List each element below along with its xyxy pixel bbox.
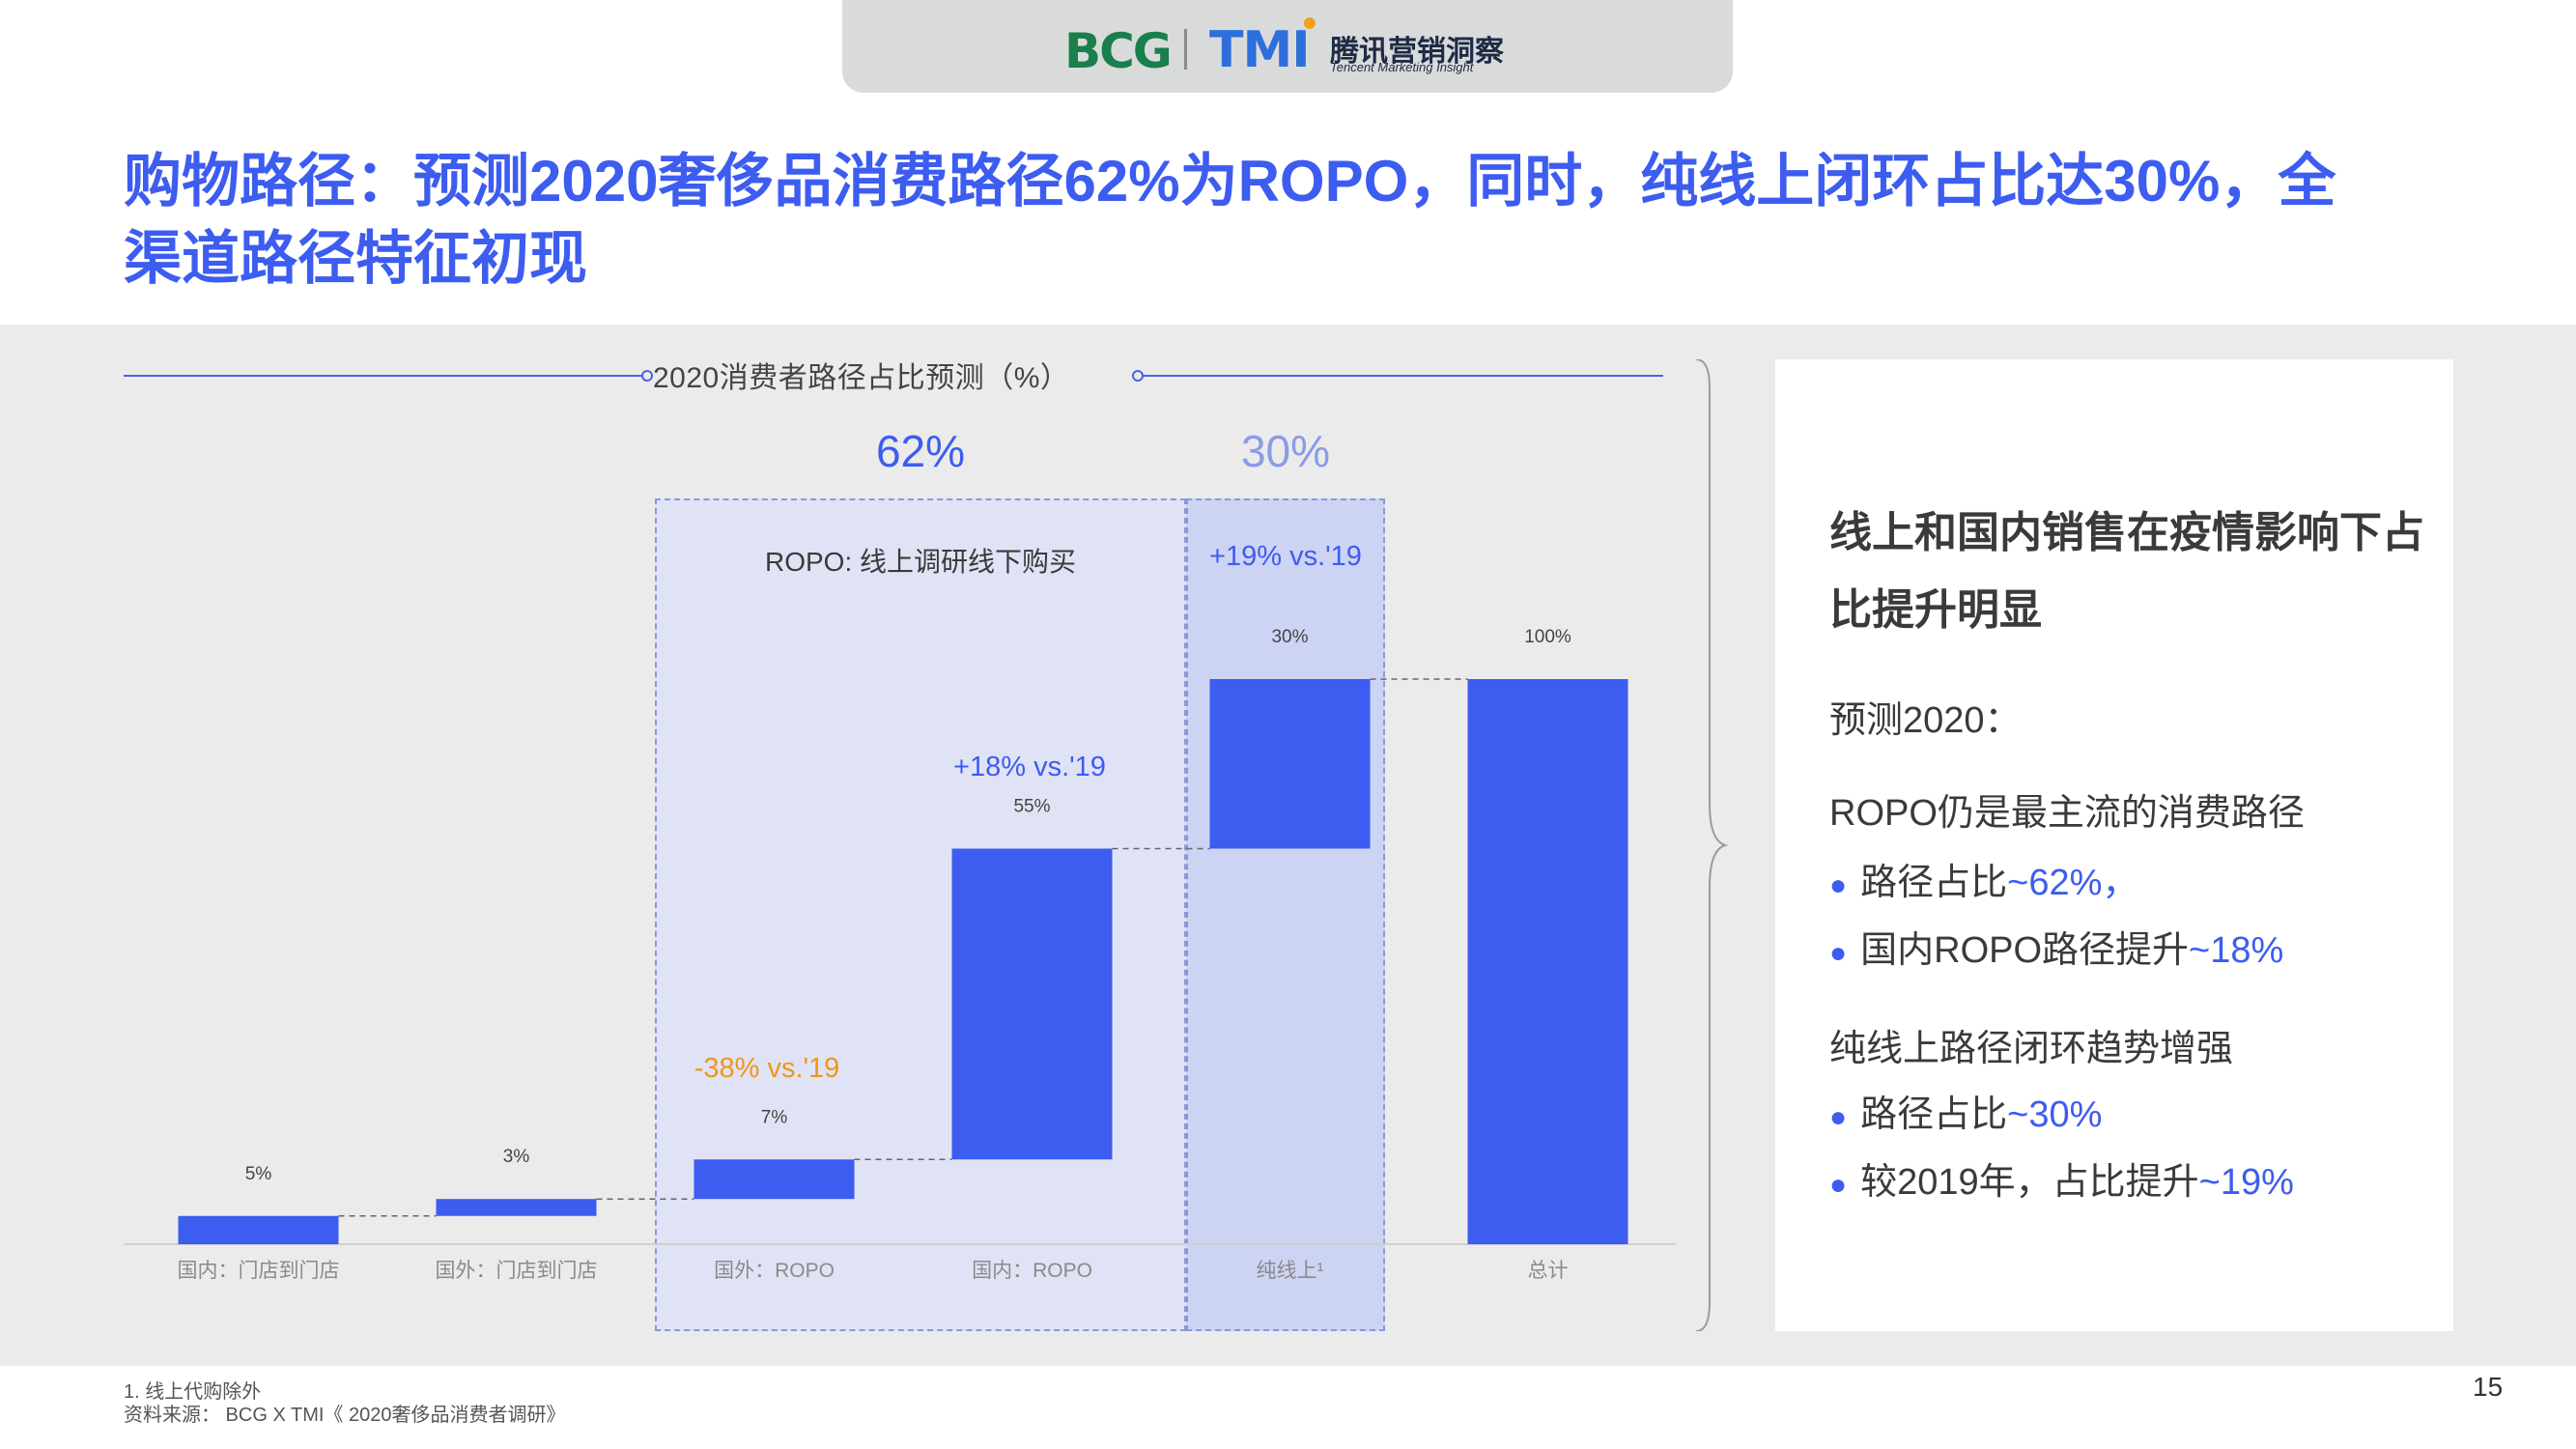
online-zone	[1186, 498, 1385, 1331]
page-title: 购物路径：预测2020奢侈品消费路径62%为ROPO，同时，纯线上闭环占比达30…	[124, 149, 2336, 291]
ropo-zone-label: ROPO: 线上调研线下购买	[764, 547, 1076, 577]
section1-bullet-1: ● 路径占比~62%，	[1829, 863, 2139, 903]
tmi-logo-dot-icon	[1304, 17, 1316, 29]
bullet-dot-icon: ●	[1829, 1101, 1848, 1133]
bar-4	[1209, 679, 1371, 849]
logo-divider	[1184, 29, 1187, 70]
forecast-label: 预测2020：	[1829, 700, 2022, 741]
bcg-logo: BCG	[1064, 23, 1173, 79]
bar-value-label: 3%	[503, 1147, 530, 1167]
category-label: 国外：ROPO	[714, 1260, 835, 1282]
tmi-logo-en: Tencent Marketing Insight	[1330, 60, 1474, 74]
bar-2	[694, 1159, 855, 1200]
category-label: 总计	[1528, 1260, 1569, 1282]
header-logo-bar: BCG TMI 腾讯营销洞察 Tencent Marketing Insight	[842, 0, 1733, 93]
section2-bullet-2: ● 较2019年，占比提升~19%	[1829, 1162, 2294, 1203]
footnote: 1. 线上代购除外	[124, 1381, 262, 1403]
section2-title: 纯线上路径闭环趋势增强	[1829, 1029, 2234, 1069]
bar-0	[178, 1215, 339, 1244]
online-change-annotation: +19% vs.'19	[1209, 541, 1362, 572]
bar-value-label: 100%	[1524, 627, 1571, 647]
category-label: 国内：门店到门店	[178, 1260, 340, 1282]
chart-title: 2020消费者路径占比预测（%）	[653, 362, 1070, 394]
section1-title: ROPO仍是最主流的消费路径	[1829, 793, 2305, 834]
insight-heading: 线上和国内销售在疫情影响下占比提升明显	[1829, 509, 2424, 634]
bar-value-label: 30%	[1271, 627, 1308, 647]
bullet-dot-icon: ●	[1829, 937, 1848, 969]
chart-title-rule-left	[124, 375, 649, 377]
domestic-ropo-change-annotation: +18% vs.'19	[953, 752, 1106, 782]
source-note: 资料来源： BCG X TMI《 2020奢侈品消费者调研》	[124, 1405, 566, 1426]
tmi-logo: TMI	[1209, 21, 1311, 79]
chart-title-rule-left-dot	[641, 370, 653, 382]
bar-1	[436, 1199, 597, 1216]
bar-3	[951, 848, 1113, 1160]
bar-5	[1467, 679, 1628, 1244]
insight-panel: 线上和国内销售在疫情影响下占比提升明显 预测2020： ROPO仍是最主流的消费…	[1775, 359, 2453, 1331]
category-label: 纯线上¹	[1257, 1260, 1324, 1282]
ropo-share-value: 62%	[875, 426, 966, 476]
category-label: 国外：门店到门店	[436, 1260, 598, 1282]
section2-bullet-1: ● 路径占比~30%	[1829, 1094, 2103, 1135]
overseas-ropo-change-annotation: -38% vs.'19	[694, 1053, 840, 1084]
bullet-dot-icon: ●	[1829, 869, 1848, 901]
bullet-dot-icon: ●	[1829, 1169, 1848, 1201]
brace-connector	[1695, 359, 1729, 1331]
bar-value-label: 7%	[761, 1107, 788, 1127]
chart-title-rule-right	[1142, 375, 1663, 377]
bar-value-label: 55%	[1013, 797, 1050, 817]
bar-value-label: 5%	[245, 1164, 272, 1184]
tmi-logo-cn: 腾讯营销洞察	[1330, 36, 1504, 68]
online-share-value: 30%	[1240, 426, 1331, 476]
section1-bullet-2: ● 国内ROPO路径提升~18%	[1829, 930, 2284, 971]
category-label: 国内：ROPO	[972, 1260, 1092, 1282]
page-number: 15	[2473, 1372, 2504, 1402]
